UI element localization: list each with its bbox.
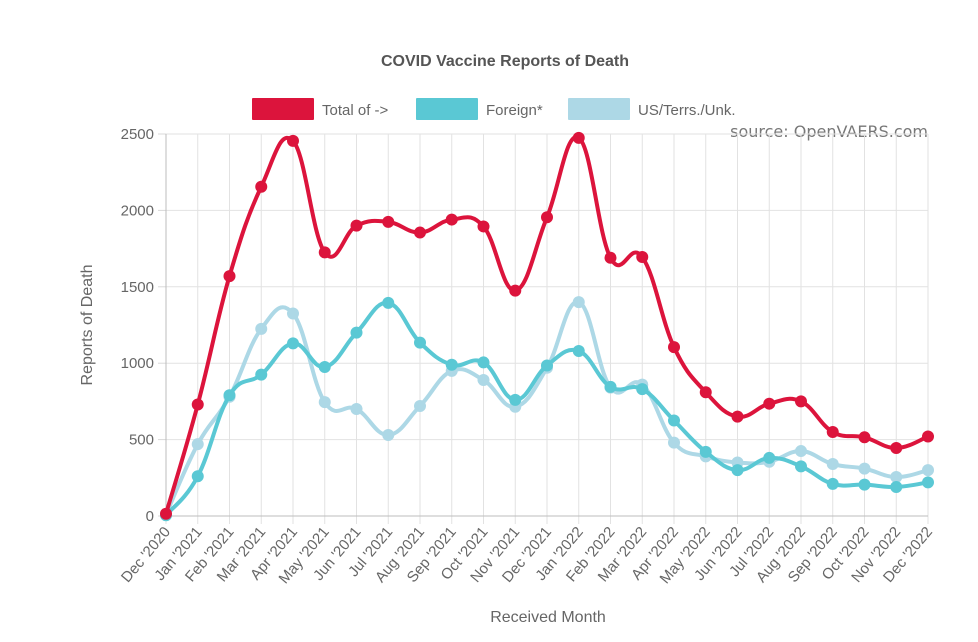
data-point[interactable] [795, 445, 807, 458]
data-point[interactable] [668, 414, 680, 427]
data-point[interactable] [382, 296, 395, 309]
legend-label[interactable]: Total of -> [322, 102, 389, 119]
data-point[interactable] [699, 445, 712, 458]
data-point[interactable] [795, 395, 807, 408]
data-point[interactable] [572, 296, 585, 309]
grid-lines [165, 133, 929, 524]
series-group [160, 131, 934, 522]
data-point[interactable] [509, 284, 522, 297]
data-point[interactable] [191, 398, 204, 411]
data-point[interactable] [826, 425, 839, 438]
data-point[interactable] [477, 356, 490, 369]
data-point[interactable] [604, 380, 617, 393]
data-point[interactable] [287, 307, 299, 320]
data-point[interactable] [922, 464, 934, 477]
data-point[interactable] [477, 374, 490, 387]
y-tick-label: 2500 [121, 126, 154, 143]
data-point[interactable] [318, 396, 331, 409]
data-point[interactable] [668, 341, 680, 354]
y-tick-label: 1500 [121, 279, 154, 296]
legend-swatch[interactable] [252, 98, 314, 120]
series-2 [160, 296, 934, 522]
y-tick-label: 0 [146, 508, 154, 525]
data-point[interactable] [890, 442, 903, 455]
legend-label[interactable]: US/Terrs./Unk. [638, 102, 736, 119]
data-point[interactable] [541, 359, 553, 372]
data-point[interactable] [826, 477, 839, 490]
legend-swatch[interactable] [416, 98, 478, 120]
data-point[interactable] [922, 476, 934, 489]
data-point[interactable] [255, 180, 268, 193]
data-point[interactable] [890, 480, 903, 493]
source-note: source: OpenVAERS.com [730, 122, 928, 141]
data-point[interactable] [350, 219, 363, 232]
data-point[interactable] [763, 451, 776, 464]
data-point[interactable] [382, 215, 395, 228]
data-point[interactable] [636, 251, 649, 264]
y-axis: 0 500 1000 1500 2000 2500 [121, 126, 167, 525]
data-point[interactable] [414, 336, 426, 349]
data-point[interactable] [509, 393, 522, 406]
data-point[interactable] [382, 429, 395, 442]
data-point[interactable] [922, 430, 934, 443]
legend: Total of -> Foreign* US/Terrs./Unk. [252, 98, 736, 120]
data-point[interactable] [160, 507, 172, 520]
x-axis-label: Received Month [490, 609, 606, 626]
series-line [164, 135, 930, 516]
data-point[interactable] [318, 246, 331, 259]
legend-label[interactable]: Foreign* [486, 102, 543, 119]
data-point[interactable] [350, 326, 363, 339]
data-point[interactable] [858, 478, 871, 491]
data-point[interactable] [541, 211, 553, 224]
data-point[interactable] [572, 344, 585, 357]
data-point[interactable] [890, 471, 903, 484]
data-point[interactable] [572, 131, 585, 144]
data-point[interactable] [191, 438, 204, 451]
data-point[interactable] [731, 410, 744, 423]
data-point[interactable] [795, 460, 807, 473]
y-tick-label: 500 [129, 432, 154, 449]
data-point[interactable] [414, 399, 426, 412]
data-point[interactable] [604, 251, 617, 264]
data-point[interactable] [445, 358, 458, 371]
data-point[interactable] [763, 397, 776, 410]
data-point[interactable] [477, 220, 490, 233]
y-tick-label: 1000 [121, 355, 154, 372]
y-axis-label: Reports of Death [79, 265, 96, 386]
data-point[interactable] [858, 462, 871, 475]
chart-title: COVID Vaccine Reports of Death [381, 53, 629, 70]
legend-swatch[interactable] [568, 98, 630, 120]
data-point[interactable] [731, 464, 744, 477]
y-tick-label: 2000 [121, 202, 154, 219]
data-point[interactable] [699, 386, 712, 399]
data-point[interactable] [255, 322, 268, 335]
series-1 [160, 131, 934, 520]
data-point[interactable] [636, 383, 649, 396]
data-point[interactable] [191, 470, 204, 483]
data-point[interactable] [287, 337, 299, 350]
data-point[interactable] [318, 361, 331, 374]
data-point[interactable] [826, 458, 839, 471]
data-point[interactable] [223, 389, 236, 402]
data-point[interactable] [350, 403, 363, 416]
data-point[interactable] [668, 436, 680, 449]
data-point[interactable] [287, 134, 299, 147]
data-point[interactable] [223, 270, 236, 283]
data-point[interactable] [858, 431, 871, 444]
data-point[interactable] [414, 226, 426, 239]
data-point[interactable] [255, 368, 268, 381]
data-point[interactable] [445, 213, 458, 226]
